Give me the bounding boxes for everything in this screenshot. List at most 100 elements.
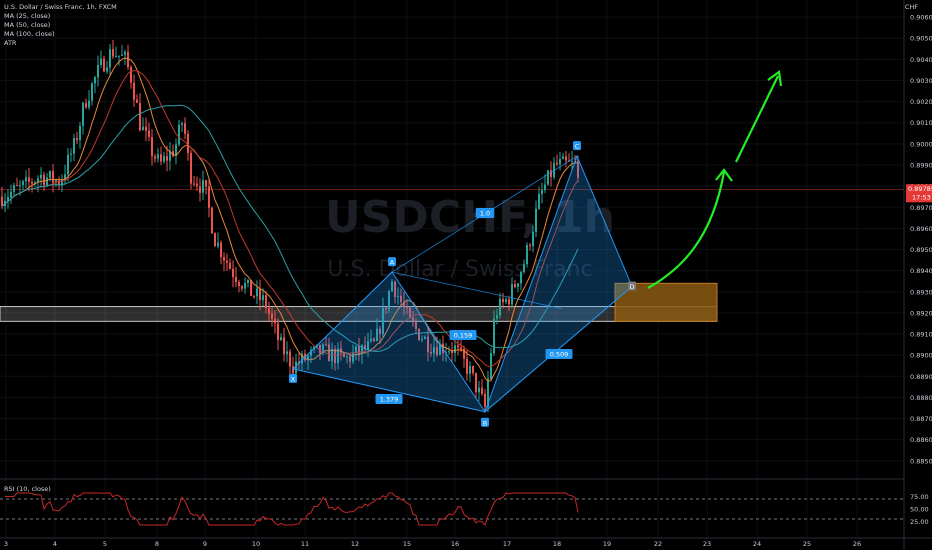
candle-body [490, 353, 492, 379]
candle-body [181, 123, 183, 125]
candle-body [49, 170, 51, 178]
time-tick-label: 15 [403, 540, 411, 548]
candle-body [172, 151, 174, 157]
candle-body [565, 156, 567, 161]
pattern-point-a: A [390, 259, 395, 267]
candle-body [544, 184, 546, 191]
candle-body [535, 208, 537, 232]
candle-body [94, 77, 96, 84]
candle-body [367, 341, 369, 350]
candle-body [526, 245, 528, 265]
ma50-line [1, 70, 579, 368]
candle-body [64, 174, 66, 181]
candle-body [295, 361, 297, 374]
candle-body [193, 183, 195, 185]
candle-body [550, 170, 552, 178]
candle-body [139, 102, 141, 131]
pattern-ratio-badge [545, 349, 573, 359]
candle-body [253, 295, 255, 297]
candle-body [361, 345, 363, 355]
candle-body [277, 323, 279, 341]
time-axis[interactable]: 3 4 5 8 9 10 11 12 15 16 17 18 19 22 23 24 25 26 [0, 478, 932, 548]
candle-body [577, 161, 579, 178]
candle-body [178, 124, 180, 145]
legend-title: U.S. Dollar / Swiss Franc, 1h, FXCM [4, 3, 117, 11]
candle-body [70, 153, 72, 155]
candle-body [250, 280, 252, 296]
candle-body [31, 181, 33, 184]
candle-body [370, 338, 372, 342]
candle-body [16, 185, 18, 187]
candle-body [340, 348, 342, 353]
candle-body [187, 133, 189, 153]
pattern-point-b-badge [481, 417, 489, 427]
candle-body [220, 242, 222, 258]
watermark-description: U.S. Dollar / Swiss Franc [327, 257, 592, 282]
zones [0, 188, 904, 322]
candle-body [412, 317, 414, 323]
candle-body [40, 174, 42, 179]
candle-body [124, 51, 126, 55]
candle-body [319, 344, 321, 353]
candle-body [343, 352, 345, 358]
time-tick-label: 12 [351, 540, 359, 548]
last-price-badge [906, 184, 932, 203]
candle-body [160, 154, 162, 162]
ma25-line [1, 57, 579, 382]
candle-body [76, 138, 78, 141]
harmonic-pattern[interactable]: X A B C D 1.379 0.159 0.509 1.0 [289, 141, 636, 427]
candle-body [388, 291, 390, 310]
candle-body [121, 54, 123, 56]
rsi-legend: RSI (10, close) [4, 485, 51, 493]
candle-body [346, 356, 348, 358]
candle-body [55, 180, 57, 183]
currency-label: CHF [904, 3, 918, 11]
candle-body [196, 183, 198, 187]
candle-body [28, 177, 30, 182]
candle-body [307, 355, 309, 361]
candle-body [520, 272, 522, 284]
pattern-ratio-label: 1.0 [480, 210, 490, 218]
projection-arrow-segment-2 [735, 75, 779, 163]
candle-body [244, 283, 246, 289]
candle-body [505, 299, 507, 302]
candle-body [529, 245, 531, 247]
candle-body [13, 185, 15, 192]
candle-body [427, 336, 429, 352]
candle-body [481, 387, 483, 394]
candle-body [7, 197, 9, 201]
legend-ma25: MA (25, close) [4, 12, 51, 20]
candle-body [82, 102, 84, 126]
candle-body [322, 344, 324, 353]
candle-body [487, 378, 489, 407]
candle-body [466, 358, 468, 374]
projection-arrow[interactable] [647, 70, 783, 289]
candle-body [268, 308, 270, 314]
pattern-ratio-label: 0.159 [454, 332, 473, 340]
candle-body [328, 344, 330, 362]
candle-body [229, 262, 231, 269]
candle-body [496, 315, 498, 319]
candle-body [247, 280, 249, 284]
target-zone [614, 282, 718, 322]
candle-body [19, 184, 21, 186]
candle-body [484, 393, 486, 407]
time-tick-label: 5 [103, 540, 107, 548]
time-tick-label: 16 [451, 540, 459, 548]
candle-body [472, 366, 474, 373]
projection-arrow-segment-1 [647, 171, 726, 289]
candle-body [511, 284, 513, 305]
candle-body [91, 83, 93, 101]
watermark: USDCHF, 1h U.S. Dollar / Swiss Franc [325, 192, 615, 282]
time-tick-label: 8 [155, 540, 159, 548]
candle-body [310, 349, 312, 356]
